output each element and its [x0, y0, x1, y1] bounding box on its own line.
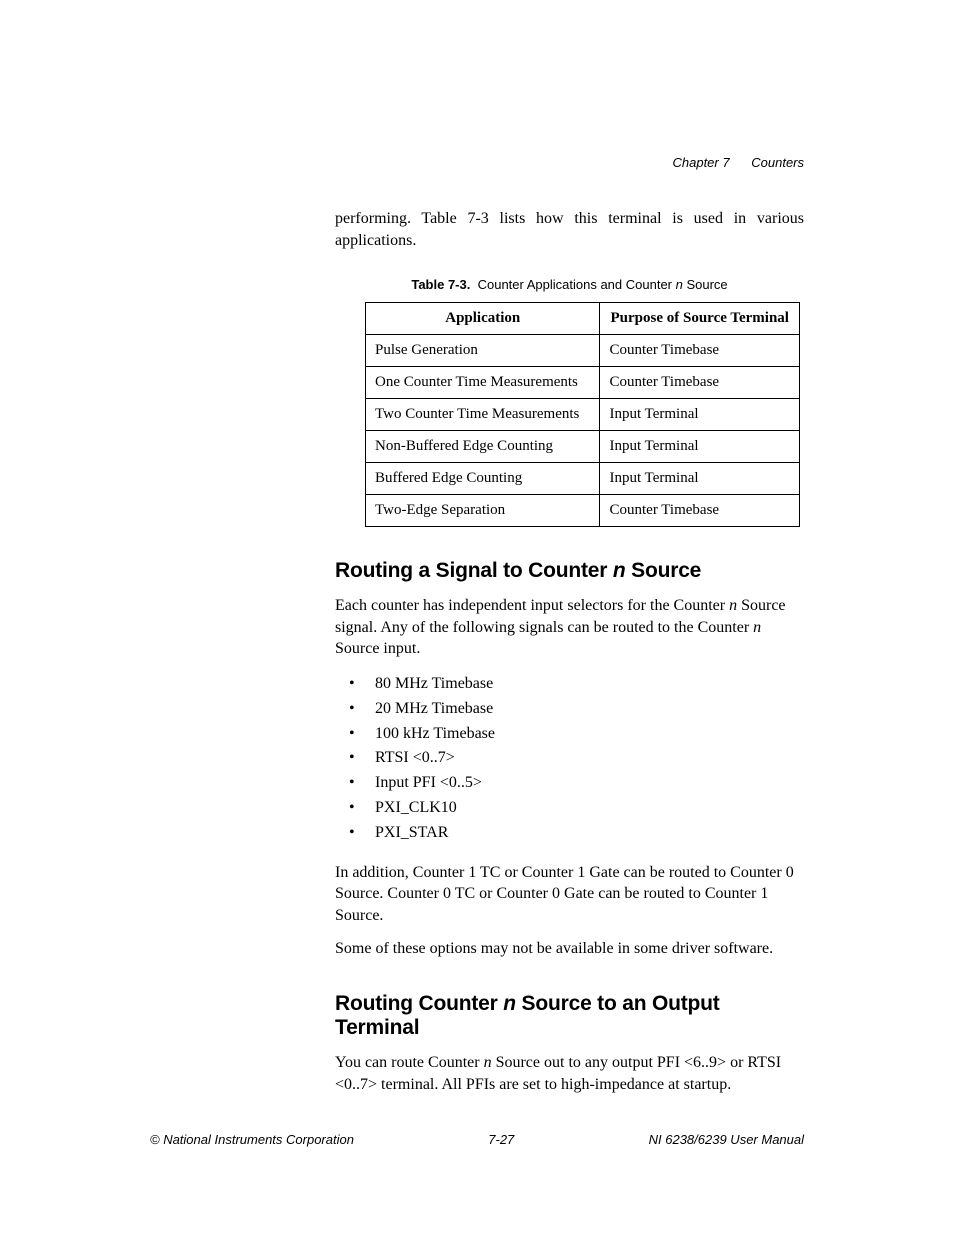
section-heading-routing-output: Routing Counter n Source to an Output Te…: [335, 992, 804, 1040]
page-footer: © National Instruments Corporation 7-27 …: [150, 1132, 804, 1147]
cell-application: One Counter Time Measurements: [366, 367, 600, 399]
list-item: 100 kHz Timebase: [335, 722, 804, 747]
table-caption-label: Table 7-3.: [411, 277, 470, 292]
heading-suffix: Source: [626, 559, 702, 582]
section2-para1: You can route Counter n Source out to an…: [335, 1052, 804, 1095]
signal-list: 80 MHz Timebase 20 MHz Timebase 100 kHz …: [335, 672, 804, 846]
list-item: Input PFI <0..5>: [335, 771, 804, 796]
heading-prefix: Routing a Signal to Counter: [335, 559, 613, 582]
table-row: Pulse Generation Counter Timebase: [366, 335, 800, 367]
cell-purpose: Counter Timebase: [600, 367, 800, 399]
cell-purpose: Counter Timebase: [600, 335, 800, 367]
cell-application: Two Counter Time Measurements: [366, 399, 600, 431]
cell-purpose: Input Terminal: [600, 399, 800, 431]
list-item: PXI_CLK10: [335, 796, 804, 821]
chapter-label: Chapter 7: [672, 155, 729, 170]
section1-para2: In addition, Counter 1 TC or Counter 1 G…: [335, 862, 804, 927]
cell-application: Pulse Generation: [366, 335, 600, 367]
section1-para1: Each counter has independent input selec…: [335, 595, 804, 660]
column-header-purpose: Purpose of Source Terminal: [600, 303, 800, 335]
table-caption-prefix: Counter Applications and Counter: [478, 277, 676, 292]
footer-copyright: © National Instruments Corporation: [150, 1132, 354, 1147]
applications-table: Application Purpose of Source Terminal P…: [365, 302, 800, 527]
table-caption: Table 7-3. Counter Applications and Coun…: [335, 277, 804, 292]
list-item: 80 MHz Timebase: [335, 672, 804, 697]
cell-purpose: Counter Timebase: [600, 495, 800, 527]
running-header: Chapter 7 Counters: [672, 155, 804, 170]
table-row: Two-Edge Separation Counter Timebase: [366, 495, 800, 527]
table-caption-n: n: [676, 277, 683, 292]
table-caption-suffix: Source: [683, 277, 728, 292]
heading-n: n: [613, 559, 626, 582]
section-heading-routing-signal: Routing a Signal to Counter n Source: [335, 559, 804, 583]
page-container: Chapter 7 Counters performing. Table 7-3…: [0, 0, 954, 1235]
column-header-application: Application: [366, 303, 600, 335]
intro-paragraph: performing. Table 7-3 lists how this ter…: [335, 208, 804, 251]
cell-purpose: Input Terminal: [600, 463, 800, 495]
table-row: Two Counter Time Measurements Input Term…: [366, 399, 800, 431]
cell-application: Two-Edge Separation: [366, 495, 600, 527]
table-header-row: Application Purpose of Source Terminal: [366, 303, 800, 335]
list-item: 20 MHz Timebase: [335, 697, 804, 722]
heading-n: n: [503, 992, 516, 1015]
table-row: Non-Buffered Edge Counting Input Termina…: [366, 431, 800, 463]
footer-manual-title: NI 6238/6239 User Manual: [649, 1132, 804, 1147]
table-row: Buffered Edge Counting Input Terminal: [366, 463, 800, 495]
list-item: PXI_STAR: [335, 821, 804, 846]
cell-application: Buffered Edge Counting: [366, 463, 600, 495]
chapter-title: Counters: [751, 155, 804, 170]
list-item: RTSI <0..7>: [335, 746, 804, 771]
table-row: One Counter Time Measurements Counter Ti…: [366, 367, 800, 399]
footer-page-number: 7-27: [354, 1132, 649, 1147]
cell-application: Non-Buffered Edge Counting: [366, 431, 600, 463]
heading-prefix: Routing Counter: [335, 992, 503, 1015]
section1-para3: Some of these options may not be availab…: [335, 938, 804, 960]
cell-purpose: Input Terminal: [600, 431, 800, 463]
